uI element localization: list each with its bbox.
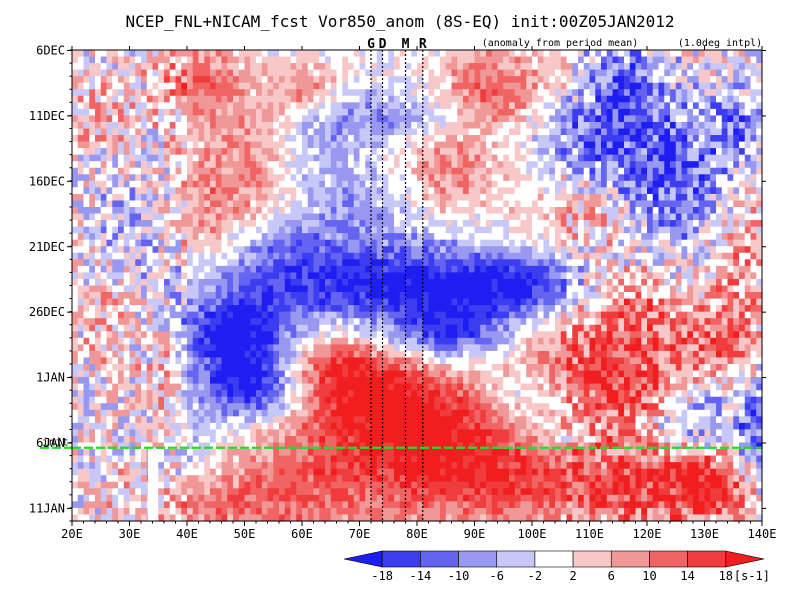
y-tick-label: 16DEC [29, 174, 65, 188]
marker-label-d: D [379, 37, 387, 52]
x-tick-label: 120E [633, 527, 662, 541]
colorbar-swatch [458, 550, 498, 568]
colorbar-swatch [420, 550, 459, 568]
colorbar-level-label: 6 [608, 569, 615, 583]
colorbar-level-label: -14 [410, 569, 432, 583]
x-tick-label: 100E [518, 527, 547, 541]
colorbar-swatch [343, 550, 383, 568]
colorbar-swatch [649, 550, 688, 568]
init-line: init [40, 436, 762, 449]
colorbar-level-label: 2 [569, 569, 576, 583]
x-tick-label: 70E [349, 527, 371, 541]
chart-title: NCEP_FNL+NICAM_fcst Vor850_anom (8S-EQ) … [125, 12, 674, 31]
init-label: init [42, 436, 69, 449]
x-tick-label: 110E [575, 527, 604, 541]
x-tick-label: 130E [690, 527, 719, 541]
x-tick-label: 40E [176, 527, 198, 541]
colorbar-swatch [610, 550, 650, 568]
x-tick-label: 80E [406, 527, 428, 541]
y-tick-label: 21DEC [29, 240, 65, 254]
y-tick-label: 26DEC [29, 305, 65, 319]
colorbar: -18 -14 -10 -6 -2 2 6 10 14 18 [s-1] [343, 550, 770, 583]
y-axis: 6DEC 11DEC 16DEC 21DEC 26DEC 1JAN 6JAN 11JAN [29, 44, 766, 522]
y-tick-label: 11JAN [29, 501, 65, 515]
colorbar-swatch [381, 550, 421, 568]
marker-label-r: R [419, 37, 427, 52]
colorbar-swatch [534, 550, 574, 568]
colorbar-level-label: -18 [371, 569, 393, 583]
y-tick-label: 1JAN [36, 371, 65, 385]
y-tick-label: 6DEC [36, 44, 65, 58]
x-axis: 20E 30E 40E 50E 60E 70E 80E 90E 100E 110E 120E 130E… [61, 46, 776, 541]
colorbar-swatch [725, 550, 765, 568]
colorbar-level-label: -6 [490, 569, 504, 583]
colorbar-level-label: 10 [642, 569, 656, 583]
colorbar-level-label: 14 [680, 569, 694, 583]
x-tick-label: 90E [464, 527, 486, 541]
colorbar-level-label: -10 [448, 569, 470, 583]
x-tick-label: 140E [748, 527, 777, 541]
y-tick-label: 6JAN [36, 436, 65, 450]
missing-data-strip [147, 447, 159, 521]
marker-label-m: M [402, 37, 410, 52]
colorbar-level-label: 18 [719, 569, 733, 583]
marker-label-g: G [367, 37, 375, 52]
chart-subtitle-right: (1.0deg intpl) [678, 38, 762, 49]
colorbar-swatch [496, 550, 536, 568]
colorbar-level-label: -2 [528, 569, 542, 583]
colorbar-unit: [s-1] [734, 569, 770, 583]
chart-subtitle-left: (anomaly from period mean) [482, 38, 639, 49]
x-tick-label: 30E [119, 527, 141, 541]
x-tick-label: 20E [61, 527, 83, 541]
x-tick-label: 50E [234, 527, 256, 541]
y-tick-label: 11DEC [29, 109, 65, 123]
x-tick-label: 60E [291, 527, 313, 541]
anomaly-field [72, 50, 763, 522]
colorbar-swatch [687, 550, 727, 568]
colorbar-swatch [572, 550, 612, 568]
